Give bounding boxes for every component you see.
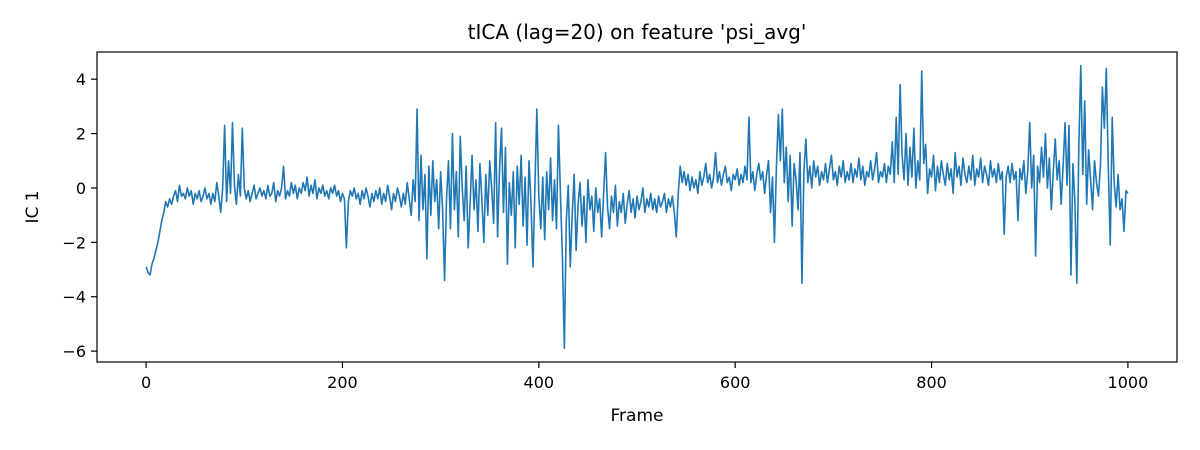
y-tick-label: −6 xyxy=(62,342,86,361)
y-axis-ticks: −6 −4 −2 0 2 4 xyxy=(62,70,97,361)
x-axis-label: Frame xyxy=(611,406,664,426)
x-tick-label: 0 xyxy=(141,373,151,392)
x-tick-label: 800 xyxy=(916,373,947,392)
x-tick-label: 600 xyxy=(720,373,751,392)
y-tick-label: 2 xyxy=(76,125,86,144)
chart-title: tICA (lag=20) on feature 'psi_avg' xyxy=(468,20,807,44)
y-tick-label: 0 xyxy=(76,179,86,198)
plot-area xyxy=(145,64,1129,350)
x-tick-label: 200 xyxy=(327,373,358,392)
axes-frame xyxy=(96,51,1178,363)
y-tick-label: 4 xyxy=(76,70,86,89)
x-tick-label: 400 xyxy=(524,373,555,392)
y-tick-label: −4 xyxy=(62,288,86,307)
x-tick-label: 1000 xyxy=(1108,373,1149,392)
series-line-1 xyxy=(145,64,1129,350)
x-axis-ticks: 0 200 400 600 800 1000 xyxy=(141,362,1148,392)
y-tick-label: −2 xyxy=(62,233,86,252)
y-axis-label: IC 1 xyxy=(23,190,43,223)
